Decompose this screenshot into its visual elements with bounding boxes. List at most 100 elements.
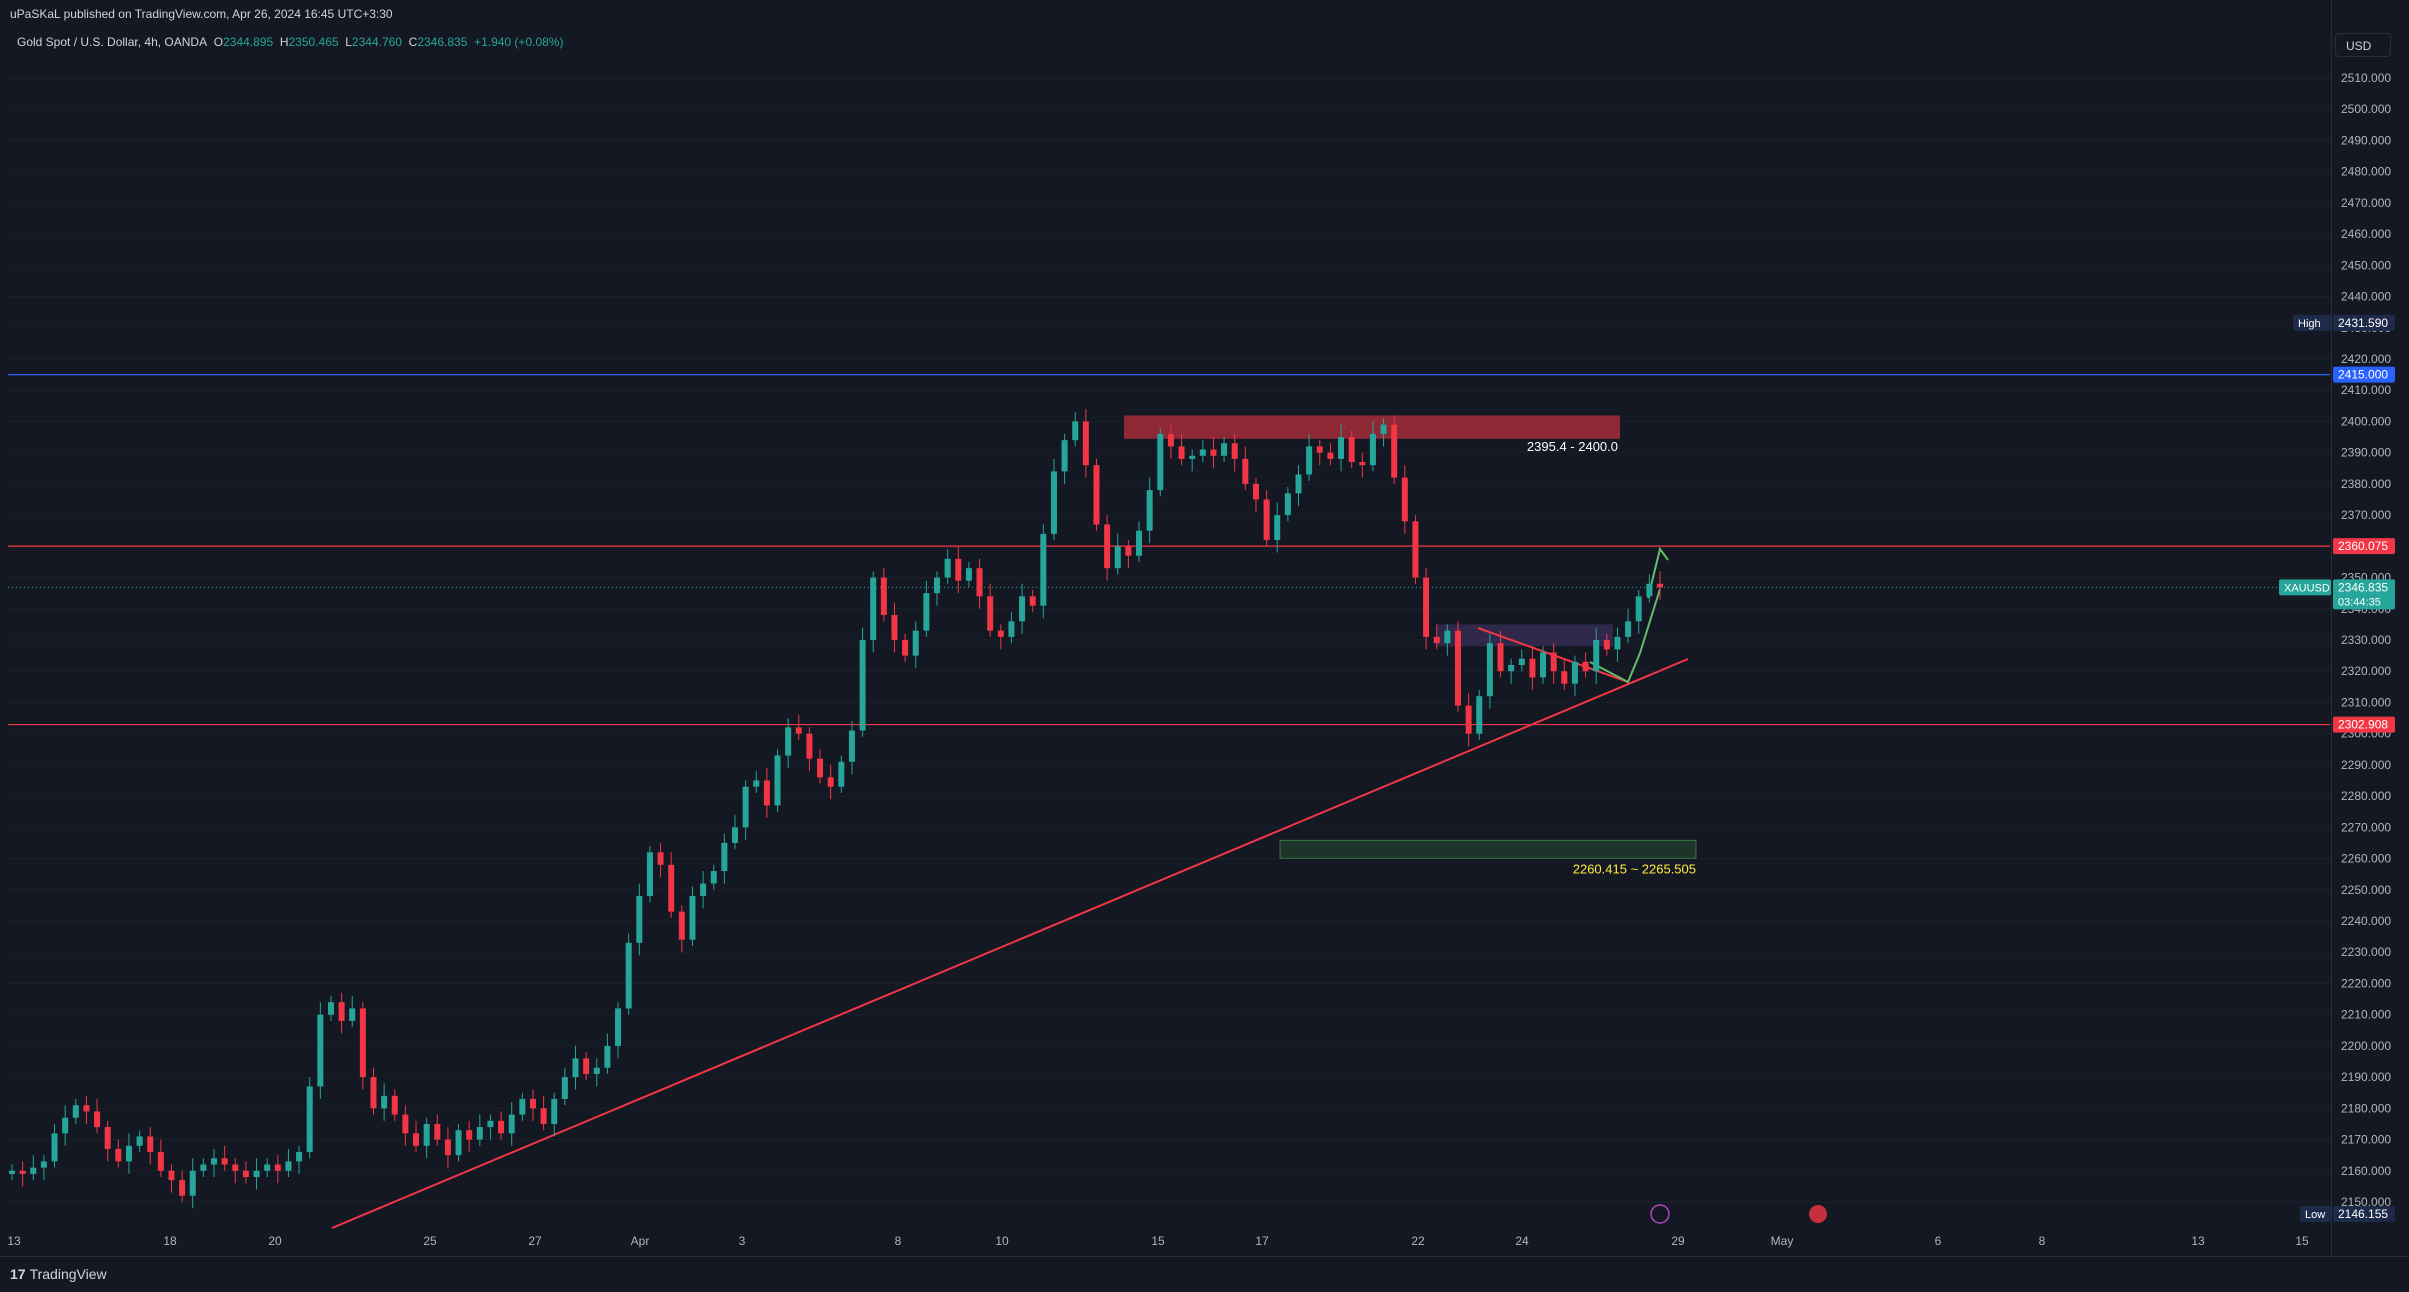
candle-body [1189,455,1196,459]
candle-body [604,1045,611,1068]
y-tick-label: 2390.000 [2341,446,2391,460]
candle-body [232,1164,239,1171]
demand-zone-label: 2260.415 ~ 2265.505 [1573,861,1696,876]
candle-body [795,727,802,734]
candle-body [646,852,653,897]
consolidation-box [1437,624,1613,647]
candle-body [1093,465,1100,525]
price-tag [2333,579,2395,610]
candle-body [434,1123,441,1140]
candle-body [1476,696,1483,734]
candle-body [413,1133,420,1146]
candle-body [179,1180,186,1196]
candle-body [817,758,824,778]
candle-body [955,558,962,581]
y-tick-label: 2450.000 [2341,258,2391,272]
y-tick-label: 2410.000 [2341,383,2391,397]
x-tick-label: 15 [1151,1234,1165,1248]
y-tick-label: 2270.000 [2341,820,2391,834]
candle-body [763,780,770,806]
candle-body [83,1105,90,1112]
candle-body [1157,433,1164,491]
candle-body [147,1136,154,1153]
close-value: 2346.835 [417,35,468,49]
y-tick-label: 2280.000 [2341,789,2391,803]
candle-body [1136,530,1143,556]
y-tick-label: 2310.000 [2341,695,2391,709]
candle-body [370,1077,377,1109]
y-tick-label: 2180.000 [2341,1101,2391,1115]
candle-body [221,1158,228,1165]
candle-body [381,1095,388,1109]
flash-event-icon [1650,1204,1670,1224]
candle-body [72,1105,79,1118]
price-tag-label: XAUUSD [2284,582,2330,594]
y-tick-label: 2190.000 [2341,1070,2391,1084]
candle-body [1125,546,1132,556]
candle-body [1625,621,1632,637]
candle-body [1423,577,1430,637]
candle-body [838,761,845,787]
candle-body [115,1148,122,1162]
candle-body [1284,493,1291,516]
x-tick-label: 13 [7,1234,21,1248]
currency-button[interactable]: USD [2335,33,2391,57]
y-tick-label: 2470.000 [2341,196,2391,210]
x-tick-label: 8 [2039,1234,2046,1248]
y-tick-label: 2160.000 [2341,1164,2391,1178]
candle-body [636,896,643,943]
candle-body [1040,533,1047,606]
candle-body [1274,515,1281,541]
candle-body [615,1008,622,1046]
y-tick-label: 2210.000 [2341,1008,2391,1022]
candle-body [668,864,675,912]
candle-body [689,896,696,940]
candle-body [1614,636,1621,650]
candle-body [211,1158,218,1165]
tradingview-logo[interactable]: 17 TradingView [10,1266,107,1282]
candle-body [965,568,972,581]
y-tick-label: 2230.000 [2341,945,2391,959]
x-tick-label: May [1771,1234,1794,1248]
x-tick-label: 6 [1935,1234,1942,1248]
x-tick-label: 17 [1255,1234,1269,1248]
candle-body [402,1114,409,1134]
candle-body [498,1120,505,1134]
price-tag-label: Low [2305,1209,2325,1221]
candle-body [306,1086,313,1153]
candle-body [1593,640,1600,672]
candle-body [1646,583,1653,597]
x-tick-label: 18 [163,1234,177,1248]
candle-body [1029,596,1036,606]
candle-body [1380,424,1387,434]
x-tick-label: 10 [995,1234,1009,1248]
price-tag [2333,366,2395,383]
candle-body [391,1095,398,1115]
candle-body [710,871,717,884]
x-tick-label: 15 [2295,1234,2309,1248]
y-tick-label: 2260.000 [2341,852,2391,866]
projection-path [1589,588,1661,684]
candle-body [1178,446,1185,459]
x-tick-label: Apr [631,1234,650,1248]
y-tick-label: 2400.000 [2341,414,2391,428]
y-tick-label: 2250.000 [2341,883,2391,897]
candle-body [1231,443,1238,459]
x-tick-label: 20 [268,1234,282,1248]
x-tick-label: 13 [2191,1234,2205,1248]
price-tag-label-bg [2279,579,2331,596]
price-tag [2333,538,2395,555]
high-label: H [279,35,289,49]
candle-body [274,1164,281,1171]
y-tick-label: 2500.000 [2341,102,2391,116]
price-tag-label-bg [2300,1206,2331,1223]
candle-body [189,1170,196,1196]
candle-body [1444,630,1451,644]
y-tick-label: 2220.000 [2341,976,2391,990]
candle-body [1104,524,1111,569]
change-value: +1.940 (+0.08%) [474,35,564,49]
candle-body [466,1130,473,1140]
y-tick-label: 2170.000 [2341,1133,2391,1147]
candle-body [678,911,685,940]
